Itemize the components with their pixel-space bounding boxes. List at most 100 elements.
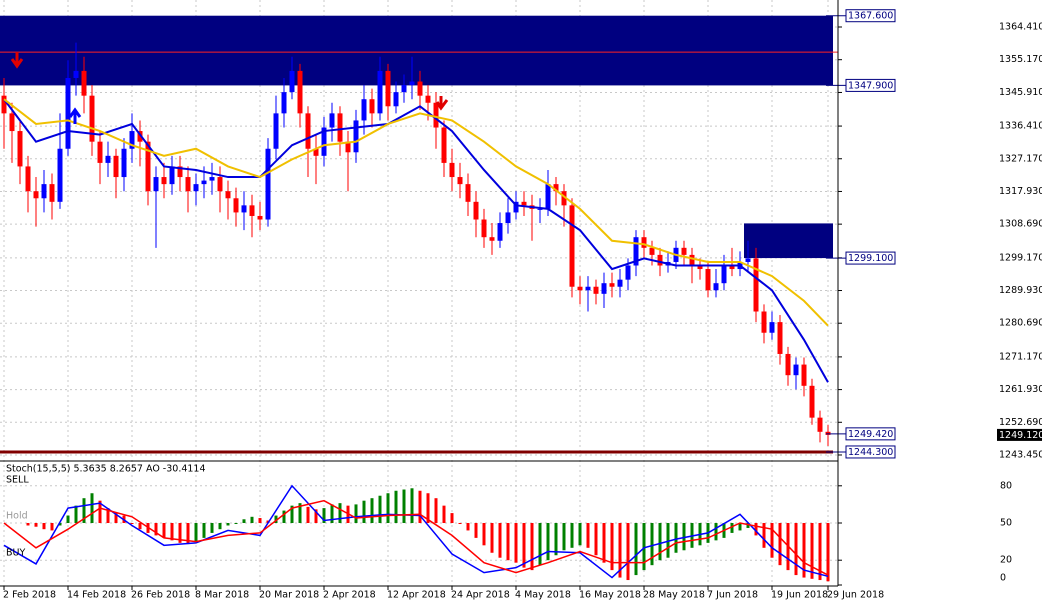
candle-body <box>177 166 183 178</box>
candle-body <box>209 177 215 181</box>
histogram-bar <box>754 523 758 536</box>
y-tick-label: 1252.690 <box>999 417 1042 428</box>
candle-body <box>345 141 351 153</box>
candle-body <box>809 385 815 418</box>
level-label: 1299.100 <box>848 253 893 264</box>
sell-arrow <box>10 52 24 69</box>
y-tick-label: 1327.170 <box>999 153 1042 164</box>
histogram-bar <box>290 505 294 523</box>
stochastic-line <box>3 484 829 579</box>
level-tag <box>845 251 896 265</box>
histogram-bar <box>170 523 174 541</box>
candle-body <box>433 102 439 128</box>
candle-body <box>481 219 487 238</box>
histogram-bar <box>562 523 566 551</box>
histogram-bar <box>114 513 118 523</box>
histogram-bar <box>618 523 622 578</box>
level-tag <box>845 9 896 23</box>
candle-body <box>601 283 607 294</box>
candle-body <box>441 127 447 163</box>
candle-body <box>521 201 527 206</box>
histogram-bar <box>258 518 262 523</box>
histogram-bar <box>162 523 166 538</box>
candle-body <box>217 177 223 192</box>
x-tick-label: 19 Jun 2018 <box>771 590 828 601</box>
candle-body <box>329 113 335 128</box>
histogram-bar <box>194 523 198 542</box>
histogram-bar <box>530 523 534 571</box>
candle-body <box>169 166 175 185</box>
histogram-bar <box>458 523 462 524</box>
candle-body <box>337 113 343 142</box>
candle-body <box>505 212 511 224</box>
level-label: 1244.300 <box>848 447 893 458</box>
candle-body <box>633 237 639 266</box>
candle-body <box>641 237 647 248</box>
histogram-bar <box>738 523 742 531</box>
histogram-bar <box>370 498 374 523</box>
level-tag <box>845 427 896 441</box>
candle-body <box>793 364 799 376</box>
histogram-bar <box>98 500 102 523</box>
histogram-bar <box>626 523 630 581</box>
histogram-bar <box>730 523 734 533</box>
y-tick-label: 1308.690 <box>999 219 1042 230</box>
y-tick-label: 1243.450 <box>999 449 1042 460</box>
histogram-bar <box>634 523 638 576</box>
candle-body <box>777 322 783 354</box>
histogram-bar <box>778 523 782 566</box>
histogram-bar <box>498 523 502 558</box>
histogram-bar <box>578 523 582 546</box>
histogram-bar <box>250 516 254 523</box>
candle-body <box>561 191 567 206</box>
histogram-bar <box>226 523 230 526</box>
candle-body <box>233 198 239 213</box>
x-tick-label: 2 Feb 2018 <box>3 590 56 601</box>
indicator-title: Stoch(15,5,5) 5.3635 8.2657 AO -30.4114 <box>6 464 206 475</box>
histogram-bar <box>42 523 46 530</box>
histogram-bar <box>322 508 326 523</box>
histogram-bar <box>130 523 134 524</box>
candle-body <box>569 205 575 287</box>
level-label: 1347.900 <box>848 80 893 91</box>
level-tag <box>845 78 896 92</box>
y-tick-label: 20 <box>1000 555 1012 566</box>
zone-layer <box>0 15 838 454</box>
candle-body <box>745 258 751 262</box>
histogram-bar <box>202 523 206 538</box>
candle-body <box>705 269 711 291</box>
histogram-bar <box>410 488 414 523</box>
histogram-bar <box>514 523 518 563</box>
histogram-bar <box>714 523 718 541</box>
candle-body <box>321 127 327 156</box>
candle-body <box>137 131 143 142</box>
x-tick-label: 12 Apr 2018 <box>387 590 446 601</box>
candle-body <box>145 141 151 192</box>
candle-body <box>105 155 111 163</box>
y-tick-label: 1289.930 <box>999 285 1042 296</box>
candle-body <box>353 120 359 153</box>
candle-body <box>49 184 55 202</box>
histogram-bar <box>90 493 94 523</box>
candle-body <box>417 81 423 96</box>
candle-body <box>241 205 247 213</box>
histogram-bar <box>650 523 654 566</box>
histogram-bar <box>354 504 358 523</box>
histogram-bar <box>506 523 510 561</box>
moving-average <box>3 98 829 327</box>
candle-body <box>193 184 199 192</box>
histogram-bar <box>770 523 774 558</box>
candle-body <box>449 162 455 178</box>
candle-body <box>41 184 47 199</box>
x-tick-label: 24 Apr 2018 <box>451 590 510 601</box>
level-label: 1367.600 <box>848 11 893 22</box>
histogram-bar <box>434 498 438 523</box>
y-tick-label: 1299.170 <box>999 252 1042 263</box>
histogram-bar <box>450 513 454 523</box>
candle-body <box>385 70 391 107</box>
candle-body <box>1 95 7 114</box>
candle-body <box>489 237 495 241</box>
histogram-bar <box>826 523 830 582</box>
